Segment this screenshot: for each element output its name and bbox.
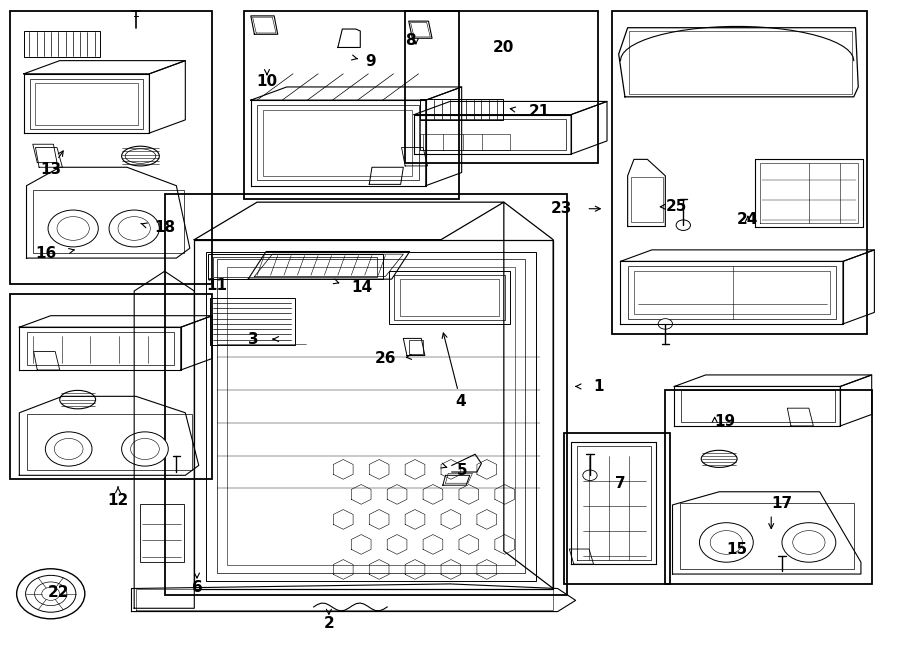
Bar <box>140 504 184 563</box>
Bar <box>217 259 526 572</box>
Bar <box>634 270 830 314</box>
Bar <box>35 83 138 125</box>
Bar <box>629 31 852 94</box>
Bar <box>11 11 212 284</box>
Bar <box>680 391 835 422</box>
Bar <box>611 11 868 334</box>
Text: 10: 10 <box>256 74 277 89</box>
Bar <box>405 11 598 163</box>
Circle shape <box>710 531 742 555</box>
Bar <box>26 414 193 470</box>
Text: 26: 26 <box>374 350 396 366</box>
Bar <box>208 254 382 279</box>
Ellipse shape <box>122 146 159 166</box>
Circle shape <box>782 523 836 563</box>
Text: 24: 24 <box>737 212 759 227</box>
Bar <box>228 267 515 565</box>
Bar <box>23 31 100 58</box>
Bar <box>420 118 566 150</box>
Bar <box>420 134 510 150</box>
Text: 19: 19 <box>715 414 736 429</box>
Bar <box>564 432 670 584</box>
Bar <box>264 110 412 176</box>
Bar <box>400 279 500 316</box>
Circle shape <box>793 531 825 555</box>
Circle shape <box>118 217 150 241</box>
Text: 23: 23 <box>551 201 572 216</box>
Ellipse shape <box>125 149 156 163</box>
Text: 25: 25 <box>665 199 687 214</box>
Bar <box>631 177 662 222</box>
Bar <box>165 194 567 595</box>
Bar <box>11 294 212 479</box>
Circle shape <box>109 210 159 247</box>
Circle shape <box>16 568 85 619</box>
Circle shape <box>658 319 672 329</box>
Ellipse shape <box>701 450 737 467</box>
Text: 13: 13 <box>40 162 61 176</box>
Bar <box>26 332 174 365</box>
Text: 7: 7 <box>616 476 625 490</box>
Bar <box>394 275 505 320</box>
Text: 5: 5 <box>457 463 468 478</box>
Circle shape <box>41 587 59 600</box>
Bar <box>206 252 536 580</box>
Bar <box>30 79 143 129</box>
Circle shape <box>25 575 76 612</box>
Circle shape <box>48 210 98 247</box>
Bar <box>409 340 423 354</box>
Circle shape <box>57 217 89 241</box>
Circle shape <box>34 582 67 605</box>
Text: 1: 1 <box>594 379 604 394</box>
Bar <box>389 271 510 324</box>
Circle shape <box>676 220 690 231</box>
Text: 6: 6 <box>192 580 202 595</box>
Text: 9: 9 <box>365 54 376 69</box>
Circle shape <box>122 432 168 466</box>
Text: 4: 4 <box>455 394 466 409</box>
Ellipse shape <box>59 391 95 408</box>
Text: 3: 3 <box>248 332 259 346</box>
Text: 21: 21 <box>529 104 550 120</box>
Text: 17: 17 <box>771 496 792 511</box>
Circle shape <box>583 470 597 481</box>
Circle shape <box>45 432 92 466</box>
Bar <box>627 266 836 319</box>
Text: 15: 15 <box>726 541 748 557</box>
Text: 20: 20 <box>493 40 515 55</box>
Circle shape <box>54 438 83 459</box>
Bar <box>244 11 459 199</box>
Text: 11: 11 <box>206 278 227 293</box>
Bar <box>420 98 503 120</box>
Text: 22: 22 <box>48 585 69 600</box>
Text: 8: 8 <box>405 34 416 48</box>
Bar <box>257 104 418 180</box>
Bar <box>665 390 872 584</box>
Text: 18: 18 <box>154 220 175 235</box>
Bar <box>210 297 295 345</box>
Text: 12: 12 <box>107 493 129 508</box>
Bar <box>680 503 854 568</box>
Text: 14: 14 <box>351 280 373 295</box>
Text: 16: 16 <box>36 246 57 261</box>
Circle shape <box>130 438 159 459</box>
Circle shape <box>699 523 753 563</box>
Bar <box>213 256 377 276</box>
Text: 2: 2 <box>323 616 334 631</box>
Bar <box>32 190 184 253</box>
